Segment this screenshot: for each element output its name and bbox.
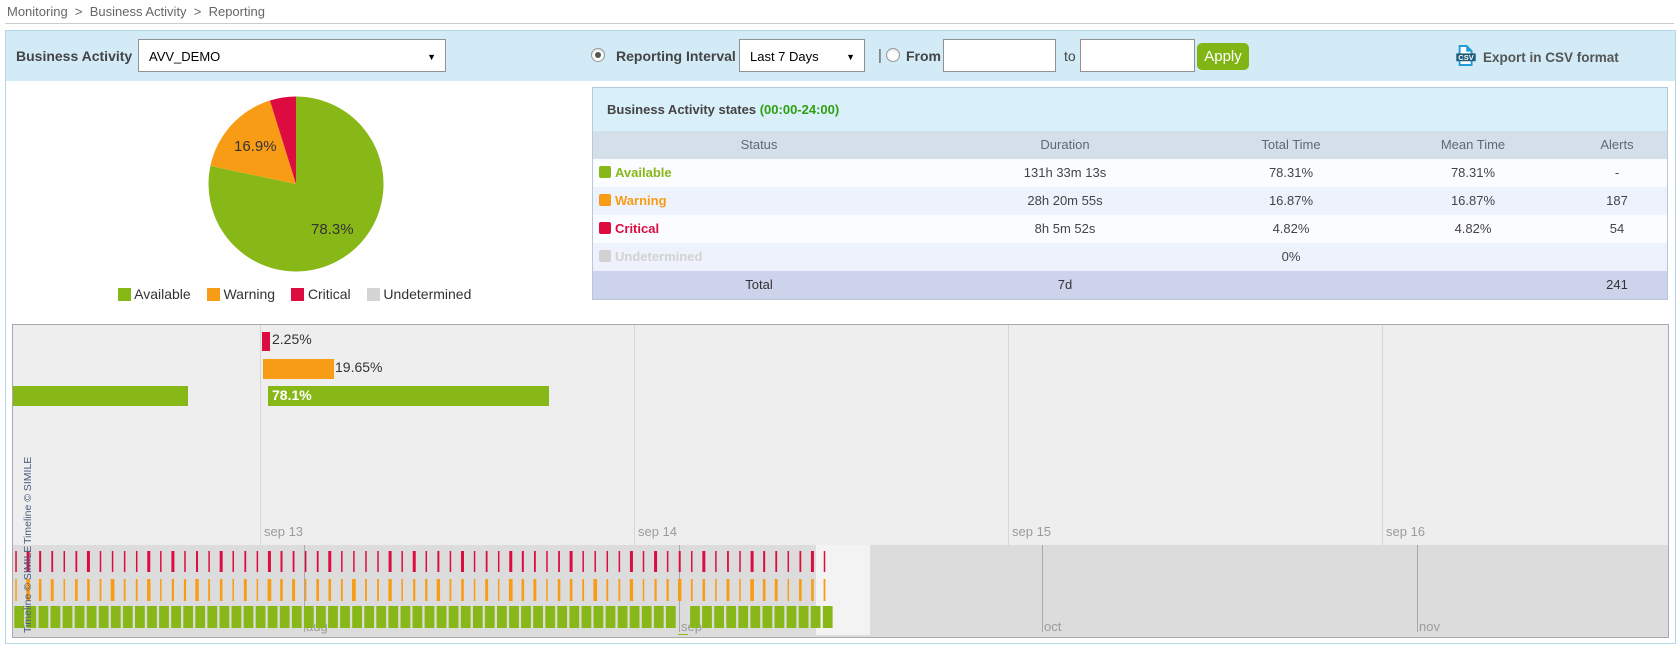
svg-text:CSV: CSV xyxy=(1458,53,1473,62)
